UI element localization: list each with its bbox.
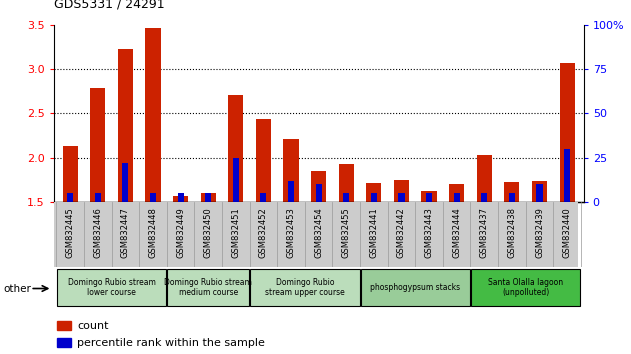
Text: GSM832452: GSM832452 — [259, 207, 268, 258]
FancyBboxPatch shape — [57, 269, 167, 306]
FancyBboxPatch shape — [167, 269, 249, 306]
FancyBboxPatch shape — [471, 269, 581, 306]
Text: phosphogypsum stacks: phosphogypsum stacks — [370, 283, 461, 292]
Bar — [564, 149, 570, 202]
Text: GSM832447: GSM832447 — [121, 207, 130, 258]
Text: Domingo Rubio stream
medium course: Domingo Rubio stream medium course — [164, 278, 252, 297]
Text: GSM832450: GSM832450 — [204, 207, 213, 258]
Bar — [57, 321, 71, 330]
Text: GSM832441: GSM832441 — [369, 207, 379, 258]
Text: GSM832439: GSM832439 — [535, 207, 544, 258]
Bar — [371, 193, 377, 202]
Bar — [205, 193, 211, 202]
Bar — [560, 63, 575, 202]
Text: percentile rank within the sample: percentile rank within the sample — [77, 338, 265, 348]
Text: other: other — [3, 284, 31, 293]
Text: GSM832453: GSM832453 — [286, 207, 295, 258]
Bar — [173, 195, 188, 202]
Bar — [145, 28, 161, 202]
Bar — [422, 191, 437, 202]
Text: GSM832437: GSM832437 — [480, 207, 489, 258]
Bar — [95, 193, 101, 202]
Bar — [532, 181, 547, 202]
Text: Domingo Rubio
stream upper course: Domingo Rubio stream upper course — [265, 278, 345, 297]
Text: GSM832449: GSM832449 — [176, 207, 185, 258]
Text: GSM832443: GSM832443 — [425, 207, 433, 258]
Text: Domingo Rubio stream
lower course: Domingo Rubio stream lower course — [68, 278, 156, 297]
Text: count: count — [77, 321, 109, 331]
Bar — [394, 180, 409, 202]
Bar — [118, 49, 133, 202]
Bar — [177, 193, 184, 202]
Text: GDS5331 / 24291: GDS5331 / 24291 — [54, 0, 164, 11]
Text: GSM832438: GSM832438 — [507, 207, 516, 258]
FancyBboxPatch shape — [361, 269, 470, 306]
Bar — [256, 120, 271, 202]
Bar — [261, 193, 266, 202]
Bar — [62, 146, 78, 202]
Text: GSM832444: GSM832444 — [452, 207, 461, 258]
Bar — [366, 183, 382, 202]
Bar — [509, 193, 515, 202]
Bar — [311, 171, 326, 202]
Bar — [426, 193, 432, 202]
Bar — [150, 193, 156, 202]
Text: GSM832448: GSM832448 — [148, 207, 158, 258]
Text: Santa Olalla lagoon
(unpolluted): Santa Olalla lagoon (unpolluted) — [488, 278, 563, 297]
FancyBboxPatch shape — [250, 269, 360, 306]
Bar — [233, 158, 239, 202]
Bar — [481, 193, 487, 202]
Bar — [476, 155, 492, 202]
Bar — [228, 95, 244, 202]
Text: GSM832446: GSM832446 — [93, 207, 102, 258]
Bar — [449, 184, 464, 202]
Bar — [67, 193, 73, 202]
Text: GSM832454: GSM832454 — [314, 207, 323, 258]
Text: GSM832440: GSM832440 — [563, 207, 572, 258]
Bar — [90, 88, 105, 202]
Text: GSM832445: GSM832445 — [66, 207, 74, 258]
Bar — [398, 193, 404, 202]
Bar — [288, 181, 294, 202]
Bar — [339, 164, 354, 202]
Text: GSM832451: GSM832451 — [232, 207, 240, 258]
Bar — [57, 338, 71, 347]
Bar — [504, 182, 519, 202]
Text: GSM832455: GSM832455 — [342, 207, 351, 258]
Bar — [283, 139, 298, 202]
Bar — [536, 184, 543, 202]
Bar — [343, 193, 350, 202]
Text: GSM832442: GSM832442 — [397, 207, 406, 258]
Bar — [454, 193, 460, 202]
Bar — [316, 184, 322, 202]
Bar — [201, 193, 216, 202]
Bar — [122, 163, 129, 202]
